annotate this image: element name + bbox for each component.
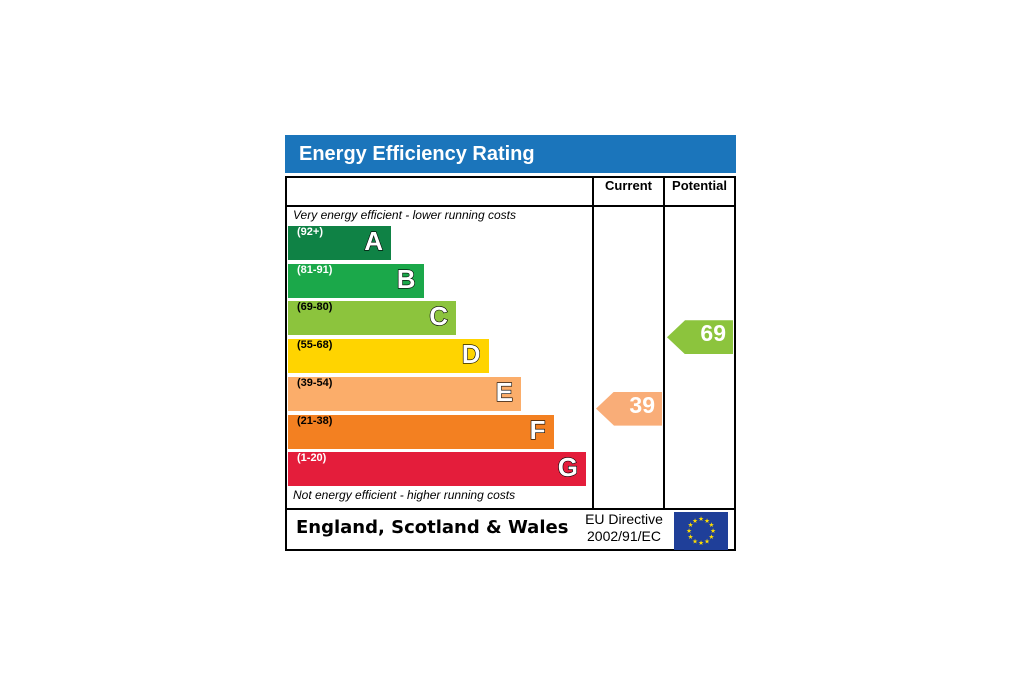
flag-star: ★	[686, 527, 692, 535]
band-g: (1-20) G	[288, 452, 586, 487]
band-letter: A	[364, 225, 384, 256]
energy-efficiency-chart: Energy Efficiency Rating Current Potenti…	[285, 135, 736, 551]
current-column-header: Current	[605, 178, 652, 193]
bottom-note: Not energy efficient - higher running co…	[293, 488, 516, 502]
flag-star: ★	[698, 539, 704, 547]
band-letter: C	[429, 301, 449, 332]
flag-star: ★	[710, 527, 716, 535]
region-label: England, Scotland & Wales	[296, 517, 569, 538]
flag-star: ★	[698, 515, 704, 523]
band-letter: G	[557, 452, 578, 483]
band-range-label: (69-80)	[297, 301, 333, 314]
footer-divider	[287, 508, 734, 510]
band-range-label: (55-68)	[297, 339, 333, 352]
flag-star: ★	[704, 517, 710, 525]
band-range-label: (92+)	[297, 226, 323, 238]
band-f: (21-38) F	[288, 414, 554, 449]
current-column-divider	[592, 178, 594, 508]
potential-rating-value: 69	[700, 320, 726, 347]
band-range-label: (21-38)	[297, 414, 333, 427]
flag-star: ★	[708, 521, 714, 529]
band-range-label: (1-20)	[297, 452, 327, 465]
chart-title: Energy Efficiency Rating	[285, 135, 736, 173]
eu-flag-icon: ★★★★★★★★★ ★ ★★	[674, 512, 728, 550]
flag-star: ★	[704, 538, 710, 546]
top-note: Very energy efficient - lower running co…	[293, 208, 516, 222]
potential-column-header: Potential	[672, 178, 727, 193]
flag-star: ★	[688, 533, 694, 541]
band-letter: E	[495, 376, 514, 407]
band-range-label: (81-91)	[297, 263, 333, 276]
eu-directive-label: EU Directive 2002/91/EC	[577, 511, 671, 545]
band-d: (55-68) D	[288, 338, 489, 374]
band-e: (39-54) E	[288, 376, 521, 411]
band-c: (69-80) C	[288, 301, 456, 336]
current-rating-value: 39	[629, 391, 655, 418]
band-letter: B	[396, 263, 416, 294]
flag-star: ★	[688, 521, 694, 529]
flag-star: ★	[708, 533, 714, 541]
header-divider	[287, 205, 734, 207]
directive-line-2: 2002/91/EC	[587, 528, 661, 544]
band-letter: F	[529, 414, 546, 445]
directive-line-1: EU Directive	[585, 511, 663, 527]
potential-column-divider	[663, 178, 665, 508]
flag-star: ★	[692, 517, 698, 525]
potential-rating-arrow: 69	[667, 320, 733, 355]
band-letter: D	[461, 338, 481, 370]
chart-frame: Current Potential Very energy efficient …	[285, 176, 736, 551]
flag-stars: ★★★★★★★★★ ★ ★★	[686, 515, 716, 547]
current-rating-arrow: 39	[596, 391, 662, 426]
band-range-label: (39-54)	[297, 376, 333, 389]
flag-background	[674, 512, 728, 550]
band-a: (92+) A	[288, 225, 391, 260]
band-b: (81-91) B	[288, 263, 424, 298]
flag-star: ★	[692, 538, 698, 546]
